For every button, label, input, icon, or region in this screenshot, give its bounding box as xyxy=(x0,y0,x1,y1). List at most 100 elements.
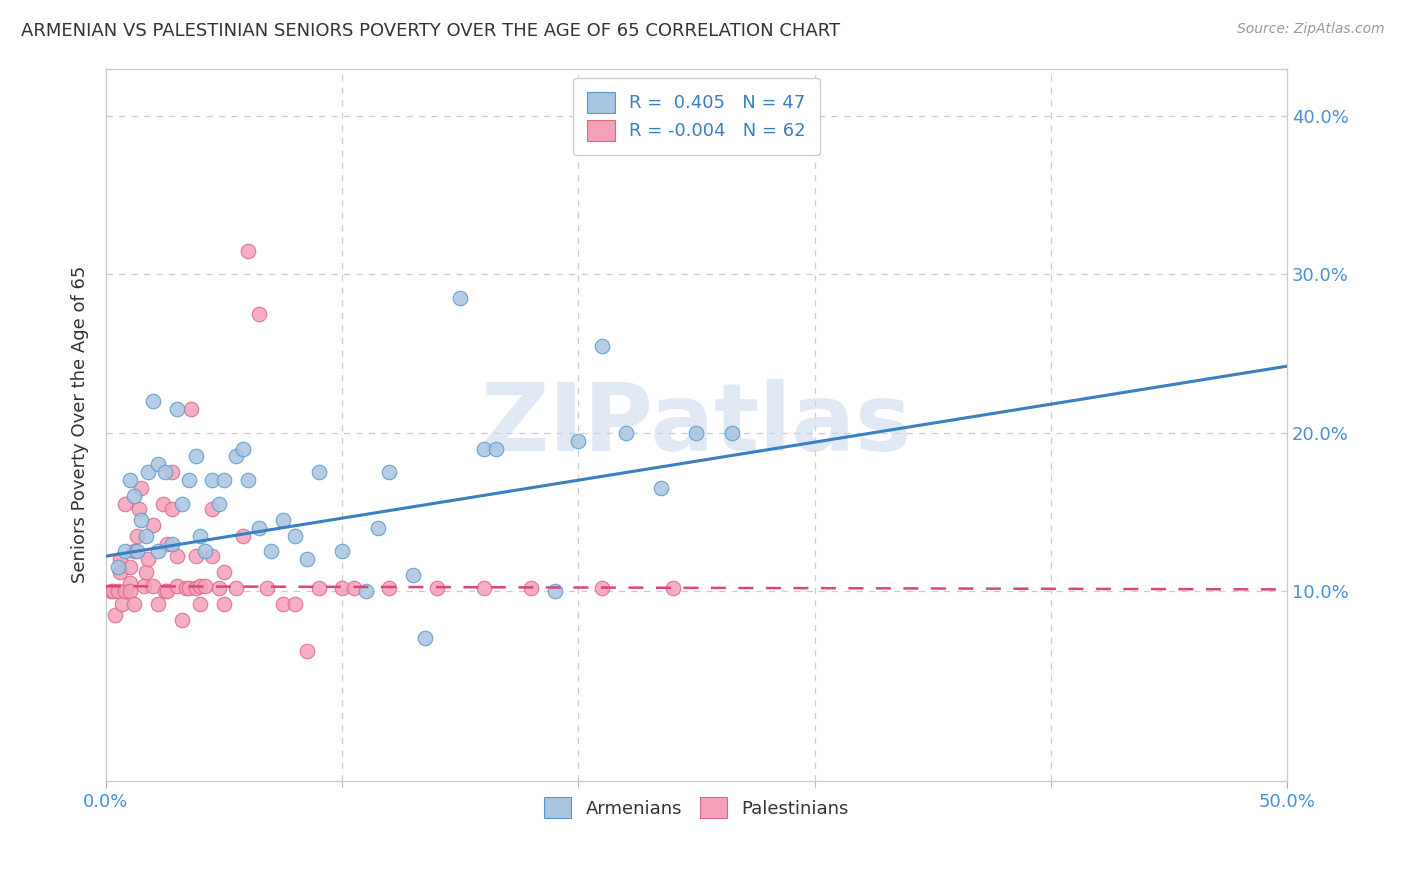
Point xyxy=(308,581,330,595)
Point xyxy=(138,552,160,566)
Point xyxy=(177,473,200,487)
Point xyxy=(426,581,449,595)
Point xyxy=(271,513,294,527)
Point xyxy=(122,544,145,558)
Point xyxy=(190,579,212,593)
Point xyxy=(472,581,495,595)
Point xyxy=(153,584,176,599)
Point xyxy=(184,581,207,595)
Point xyxy=(177,581,200,595)
Point xyxy=(685,425,707,440)
Legend: Armenians, Palestinians: Armenians, Palestinians xyxy=(537,790,856,825)
Point xyxy=(138,465,160,479)
Point xyxy=(413,632,436,646)
Point xyxy=(128,501,150,516)
Point xyxy=(166,549,188,564)
Point xyxy=(174,581,197,595)
Point xyxy=(472,442,495,456)
Point xyxy=(260,544,283,558)
Point xyxy=(131,481,153,495)
Point xyxy=(184,450,207,464)
Point xyxy=(330,544,353,558)
Point xyxy=(236,473,259,487)
Point xyxy=(160,536,183,550)
Point xyxy=(156,584,179,599)
Point xyxy=(156,536,179,550)
Point xyxy=(544,584,567,599)
Point xyxy=(114,497,136,511)
Point xyxy=(194,579,217,593)
Point xyxy=(449,291,471,305)
Point xyxy=(152,497,174,511)
Point xyxy=(108,565,131,579)
Point xyxy=(190,528,212,542)
Point xyxy=(212,597,235,611)
Point xyxy=(122,597,145,611)
Point xyxy=(184,549,207,564)
Point xyxy=(170,497,193,511)
Point xyxy=(295,644,318,658)
Point xyxy=(114,584,136,599)
Point xyxy=(232,528,254,542)
Point xyxy=(107,584,129,599)
Point xyxy=(118,576,141,591)
Point xyxy=(107,560,129,574)
Point xyxy=(284,597,307,611)
Point xyxy=(567,434,589,448)
Point xyxy=(308,465,330,479)
Point xyxy=(591,338,613,352)
Point xyxy=(118,473,141,487)
Point xyxy=(650,481,672,495)
Point xyxy=(125,528,148,542)
Point xyxy=(271,597,294,611)
Point xyxy=(343,581,366,595)
Point xyxy=(180,401,202,416)
Point xyxy=(367,521,389,535)
Point xyxy=(153,465,176,479)
Point xyxy=(104,607,127,622)
Text: ARMENIAN VS PALESTINIAN SENIORS POVERTY OVER THE AGE OF 65 CORRELATION CHART: ARMENIAN VS PALESTINIAN SENIORS POVERTY … xyxy=(21,22,841,40)
Y-axis label: Seniors Poverty Over the Age of 65: Seniors Poverty Over the Age of 65 xyxy=(72,266,89,583)
Point xyxy=(142,394,165,409)
Point xyxy=(295,552,318,566)
Point xyxy=(378,465,401,479)
Text: ZIPatlas: ZIPatlas xyxy=(481,379,912,471)
Point xyxy=(146,544,169,558)
Point xyxy=(125,544,148,558)
Point xyxy=(114,544,136,558)
Point xyxy=(225,450,247,464)
Point xyxy=(520,581,543,595)
Point xyxy=(146,597,169,611)
Point xyxy=(591,581,613,595)
Point xyxy=(166,401,188,416)
Point xyxy=(614,425,637,440)
Point xyxy=(194,544,217,558)
Text: Source: ZipAtlas.com: Source: ZipAtlas.com xyxy=(1237,22,1385,37)
Point xyxy=(190,597,212,611)
Point xyxy=(170,613,193,627)
Point xyxy=(108,552,131,566)
Point xyxy=(131,513,153,527)
Point xyxy=(201,501,224,516)
Point xyxy=(236,244,259,258)
Point xyxy=(208,581,231,595)
Point xyxy=(256,581,278,595)
Point xyxy=(208,497,231,511)
Point xyxy=(249,307,271,321)
Point xyxy=(118,584,141,599)
Point xyxy=(330,581,353,595)
Point xyxy=(100,584,122,599)
Point xyxy=(160,501,183,516)
Point xyxy=(122,489,145,503)
Point xyxy=(142,579,165,593)
Point xyxy=(132,579,155,593)
Point xyxy=(249,521,271,535)
Point xyxy=(402,568,425,582)
Point xyxy=(225,581,247,595)
Point xyxy=(485,442,508,456)
Point xyxy=(146,458,169,472)
Point xyxy=(212,565,235,579)
Point xyxy=(378,581,401,595)
Point xyxy=(201,549,224,564)
Point xyxy=(142,517,165,532)
